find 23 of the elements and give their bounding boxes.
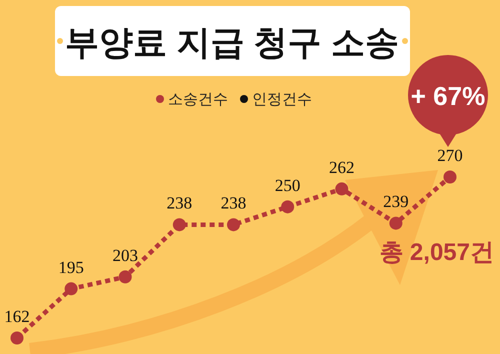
data-label: 239 <box>383 192 409 212</box>
legend-label: 인정건수 <box>252 91 312 108</box>
point <box>227 218 240 232</box>
data-label: 238 <box>166 194 192 213</box>
data-label: 250 <box>274 176 300 195</box>
chart-title: 부양료 지급 청구 소송 <box>64 24 400 62</box>
text: + 67% <box>410 81 486 111</box>
point <box>172 218 186 232</box>
data-label: 162 <box>4 307 30 326</box>
data-label: 238 <box>220 194 246 213</box>
annotation: 총 2,057건 <box>379 239 494 266</box>
point <box>118 270 132 284</box>
data-label: 262 <box>329 158 354 177</box>
point <box>444 170 456 184</box>
point <box>335 182 348 196</box>
data-label: 195 <box>58 258 84 277</box>
point <box>389 216 402 230</box>
legend-label: 소송건수 <box>168 91 228 108</box>
point <box>10 332 24 344</box>
data-label: 203 <box>112 246 138 265</box>
data-label: 270 <box>437 146 463 165</box>
point <box>64 282 78 296</box>
point <box>281 200 294 214</box>
